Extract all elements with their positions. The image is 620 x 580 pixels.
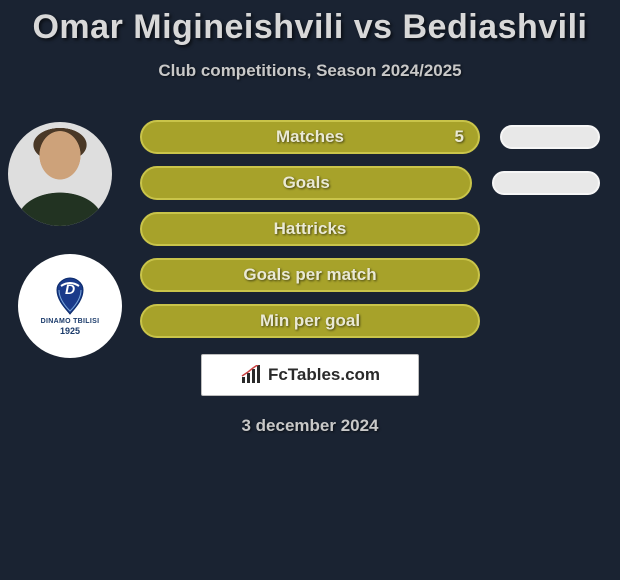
stat-row: Min per goal xyxy=(140,304,600,338)
stat-row: Matches5 xyxy=(140,120,600,154)
bar-chart-icon xyxy=(240,365,264,385)
stat-label: Min per goal xyxy=(142,311,478,331)
club-crest-icon: D xyxy=(45,276,95,316)
player1-avatar xyxy=(8,122,112,226)
stat-bar: Matches5 xyxy=(140,120,480,154)
page-subtitle: Club competitions, Season 2024/2025 xyxy=(0,61,620,81)
brand-badge: FcTables.com xyxy=(201,354,419,396)
stat-chip xyxy=(492,171,600,195)
stat-bar: Min per goal xyxy=(140,304,480,338)
stat-bar: Goals per match xyxy=(140,258,480,292)
player1-headshot xyxy=(8,122,112,226)
stat-bar: Goals xyxy=(140,166,472,200)
club-year-text: 1925 xyxy=(60,326,80,336)
svg-text:D: D xyxy=(65,281,75,297)
footer-date: 3 december 2024 xyxy=(241,416,378,436)
stat-row: Goals per match xyxy=(140,258,600,292)
stat-chip xyxy=(500,125,600,149)
stat-label: Goals xyxy=(142,173,470,193)
stat-value: 5 xyxy=(455,127,464,147)
player2-club-logo: D DINAMO TBILISI 1925 xyxy=(18,254,122,358)
stats-rows: Matches5 Goals Hattricks Goals per match Min… xyxy=(140,120,600,350)
club-name-text: DINAMO TBILISI xyxy=(41,318,100,325)
brand-text: FcTables.com xyxy=(268,365,380,385)
stat-row: Hattricks xyxy=(140,212,600,246)
stat-label: Matches xyxy=(142,127,478,147)
stat-bar: Hattricks xyxy=(140,212,480,246)
page-title: Omar Migineishvili vs Bediashvili xyxy=(0,8,620,47)
stat-row: Goals xyxy=(140,166,600,200)
club-logo-dinamo: D DINAMO TBILISI 1925 xyxy=(41,276,100,336)
stat-label: Goals per match xyxy=(142,265,478,285)
stat-label: Hattricks xyxy=(142,219,478,239)
